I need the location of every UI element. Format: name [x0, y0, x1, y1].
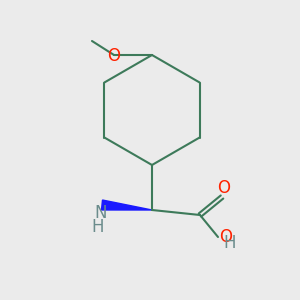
- Text: H: H: [224, 234, 236, 252]
- Text: N: N: [95, 204, 107, 222]
- Polygon shape: [101, 200, 152, 210]
- Text: O: O: [218, 179, 230, 197]
- Text: H: H: [92, 218, 104, 236]
- Text: O: O: [107, 47, 121, 65]
- Text: O: O: [219, 228, 232, 246]
